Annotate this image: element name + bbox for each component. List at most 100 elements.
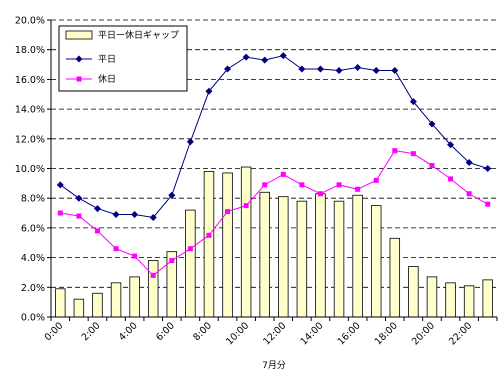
data-point — [429, 163, 435, 169]
data-point — [391, 66, 399, 74]
x-axis-label: 7月分 — [262, 360, 286, 371]
data-point — [225, 209, 231, 215]
data-point — [465, 159, 473, 167]
y-tick-labels: 0.0% 2.0% 4.0% 6.0% 8.0% 10.0% 12.0% 14.0% 16.0%… — [15, 16, 45, 324]
x-tick-label: 10:00 — [224, 320, 251, 347]
x-tick-label: 16:00 — [336, 320, 363, 347]
data-point — [205, 87, 213, 95]
data-point — [409, 98, 417, 106]
x-tick-label: 22:00 — [447, 320, 474, 347]
data-point — [75, 194, 83, 202]
x-tick-label: 8:00 — [191, 320, 214, 343]
data-point — [355, 186, 361, 192]
x-tick-label: 4:00 — [117, 320, 140, 343]
bar — [129, 276, 140, 318]
data-point — [262, 182, 268, 188]
bar — [426, 276, 438, 318]
x-tick-label: 0:00 — [43, 320, 66, 343]
legend-marker-weekday — [75, 55, 83, 63]
series-line — [60, 150, 488, 277]
bar — [482, 279, 493, 318]
data-point — [150, 272, 156, 278]
data-point — [168, 191, 176, 199]
data-point — [187, 246, 193, 252]
data-point — [57, 210, 63, 216]
data-point — [76, 213, 82, 219]
line-series — [56, 52, 492, 278]
y-tick-label: 4.0% — [21, 253, 45, 264]
data-point — [336, 182, 342, 188]
data-point — [242, 53, 250, 61]
legend-label-weekday: 平日 — [98, 54, 116, 65]
data-point — [206, 232, 212, 238]
data-point — [243, 203, 249, 209]
data-point — [149, 214, 157, 222]
x-tick-label: 20:00 — [410, 320, 437, 347]
y-tick-label: 6.0% — [21, 223, 45, 234]
bar — [240, 166, 252, 318]
x-tick-labels: 0:00 2:00 4:00 6:00 8:00 10:00 12:00 14:00 16:00… — [43, 320, 475, 347]
data-point — [169, 258, 175, 264]
legend-label-gap: 平日ー休日ギャップ — [98, 29, 179, 41]
bar — [110, 282, 122, 318]
data-point — [372, 66, 380, 74]
data-point — [485, 201, 491, 207]
bar — [92, 292, 103, 318]
data-point — [186, 138, 194, 146]
data-point — [392, 148, 398, 154]
x-tick-label: 6:00 — [154, 320, 177, 343]
data-point — [335, 66, 343, 74]
y-tick-label: 18.0% — [15, 45, 45, 56]
data-point — [373, 177, 379, 183]
bar — [147, 260, 159, 318]
data-point — [112, 211, 120, 219]
bar — [463, 285, 475, 318]
legend-marker-holiday — [76, 76, 82, 82]
legend-swatch-gap — [65, 30, 93, 40]
y-tick-label: 12.0% — [15, 134, 45, 145]
x-tick-label: 18:00 — [373, 320, 400, 347]
y-tick-label: 14.0% — [15, 105, 45, 116]
x-tick-label: 12:00 — [261, 320, 288, 347]
data-point — [299, 182, 305, 188]
x-tick-label: 14:00 — [298, 320, 325, 347]
bar — [55, 288, 66, 318]
data-point — [279, 52, 287, 60]
data-point — [448, 176, 454, 182]
data-point — [316, 65, 324, 73]
data-point — [261, 56, 269, 64]
data-point — [410, 151, 416, 157]
data-point — [224, 65, 232, 73]
data-point — [298, 65, 306, 73]
y-tick-label: 0.0% — [21, 313, 45, 324]
data-point — [56, 181, 64, 189]
data-point — [447, 141, 455, 149]
data-point — [93, 205, 101, 213]
axes — [50, 20, 498, 321]
legend-label-holiday: 休日 — [98, 73, 116, 85]
bar — [315, 193, 326, 318]
data-point — [131, 211, 139, 219]
data-point — [466, 191, 472, 197]
data-point — [354, 64, 362, 72]
bar — [278, 196, 289, 318]
x-tick-label: 2:00 — [80, 320, 103, 343]
bar — [445, 282, 456, 318]
bar — [185, 209, 196, 318]
bar — [389, 237, 401, 318]
data-point — [317, 191, 323, 197]
y-tick-label: 20.0% — [15, 16, 45, 27]
bar — [259, 191, 270, 318]
data-point — [280, 171, 286, 177]
legend: 平日ー休日ギャップ 平日 休日 — [58, 25, 188, 92]
bar — [203, 171, 215, 318]
y-tick-label: 10.0% — [15, 164, 45, 175]
data-point — [428, 120, 436, 128]
data-point — [132, 253, 138, 259]
y-tick-label: 8.0% — [21, 194, 45, 205]
data-point — [113, 246, 119, 252]
data-point — [484, 165, 492, 172]
bar — [73, 298, 85, 318]
data-point — [94, 228, 100, 234]
bar — [296, 200, 308, 318]
